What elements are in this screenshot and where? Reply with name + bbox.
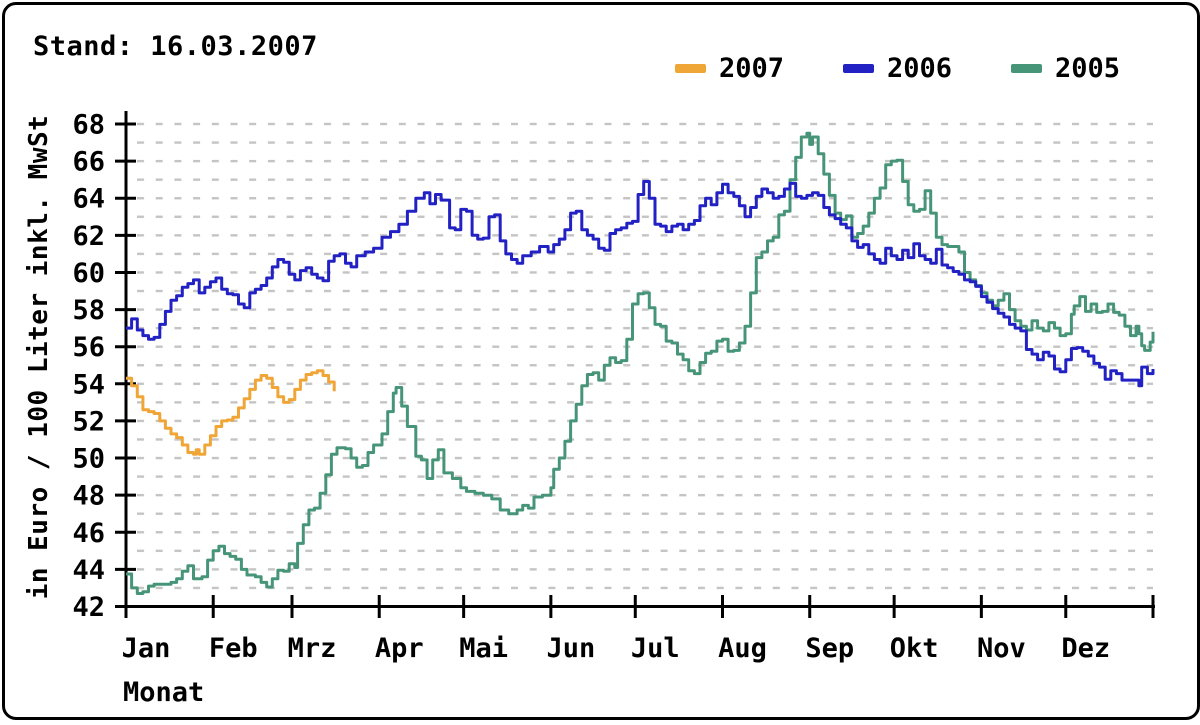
y-tick-label: 64 xyxy=(72,184,105,215)
series-line-2006 xyxy=(126,180,1155,388)
x-tick-label: Aug xyxy=(718,633,767,664)
y-tick-label: 62 xyxy=(72,221,105,252)
x-axis-title: Monat xyxy=(123,677,205,708)
y-tick-label: 46 xyxy=(72,518,105,549)
x-tick-label: Jun xyxy=(546,633,595,664)
y-tick-label: 44 xyxy=(72,555,105,586)
legend-label-2006: 2006 xyxy=(887,53,953,84)
x-tick-label: Mai xyxy=(459,633,508,664)
y-tick-label: 42 xyxy=(72,592,105,623)
legend-label-2005: 2005 xyxy=(1055,53,1121,84)
y-tick-label: 66 xyxy=(72,147,105,178)
y-tick-label: 48 xyxy=(72,481,105,512)
legend-swatch-2005 xyxy=(1011,64,1042,73)
series-line-2007 xyxy=(126,369,336,456)
legend-item-2006: 2006 xyxy=(843,53,952,84)
x-tick-label: Okt xyxy=(890,633,939,664)
y-tick-label: 60 xyxy=(72,258,105,289)
x-tick-label: Sep xyxy=(805,633,854,664)
series-line-2005 xyxy=(126,131,1155,595)
y-tick-label: 52 xyxy=(72,406,105,437)
legend-swatch-2006 xyxy=(843,64,874,73)
y-tick-label: 58 xyxy=(72,295,105,326)
x-tick-label: Feb xyxy=(209,633,258,664)
x-tick-label: Jan xyxy=(122,633,171,664)
x-tick-label: Apr xyxy=(375,633,424,664)
legend-label-2007: 2007 xyxy=(719,53,785,84)
y-axis-title: in Euro / 100 Liter inkl. MwSt xyxy=(24,114,54,600)
x-tick-label: Mrz xyxy=(288,633,337,664)
legend-item-2005: 2005 xyxy=(1011,53,1120,84)
x-tick-label: Dez xyxy=(1061,633,1110,664)
y-tick-label: 54 xyxy=(72,369,105,400)
y-tick-label: 56 xyxy=(72,332,105,363)
x-tick-label: Jul xyxy=(631,633,680,664)
chart-title: Stand: 16.03.2007 xyxy=(33,31,318,62)
y-tick-label: 68 xyxy=(72,110,105,141)
legend-item-2007: 2007 xyxy=(675,53,784,84)
legend-swatch-2007 xyxy=(675,64,706,73)
x-tick-label: Nov xyxy=(977,633,1026,664)
price-chart: 42 44 46 48 50 52 54 56 58 60 62 64 66 68 Jan Feb Mrz Apr… xyxy=(72,110,1155,664)
y-tick-label: 50 xyxy=(72,444,105,475)
